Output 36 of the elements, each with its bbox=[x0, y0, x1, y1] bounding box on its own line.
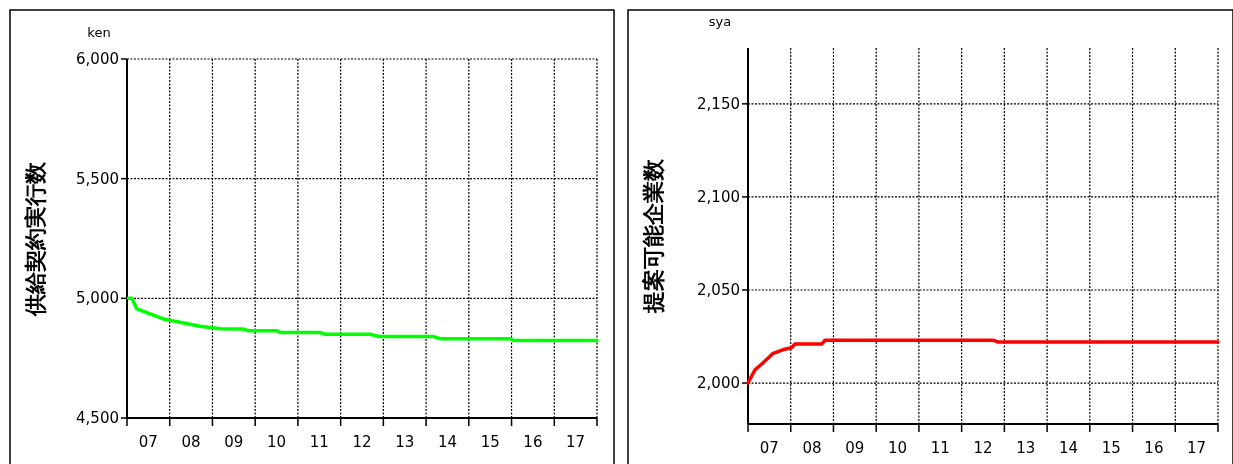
x-tick-label: 13 bbox=[395, 433, 415, 451]
x-tick-label: 08 bbox=[802, 439, 822, 457]
text: ken bbox=[87, 25, 111, 40]
text: sya bbox=[708, 14, 732, 29]
x-tick-label: 10 bbox=[888, 439, 908, 457]
x-tick-label: 11 bbox=[930, 439, 950, 457]
x-tick-label: 16 bbox=[1144, 439, 1164, 457]
x-tick-label: 15 bbox=[1101, 439, 1121, 457]
y-axis-title: 提案可能企業数 bbox=[641, 158, 666, 314]
x-tick-label: 16 bbox=[523, 433, 543, 451]
x-tick-label: 17 bbox=[566, 433, 586, 451]
x-tick-label: 14 bbox=[1058, 439, 1078, 457]
y-tick-label: 2,050 bbox=[697, 280, 740, 299]
line-series bbox=[746, 338, 1220, 385]
y-axis-title: 供給契約実行数 bbox=[23, 160, 48, 317]
x-tick-label: 07 bbox=[138, 433, 158, 451]
x-tick-label: 17 bbox=[1187, 439, 1207, 457]
line-series bbox=[126, 296, 599, 343]
x-tick-label: 13 bbox=[1016, 439, 1036, 457]
y-tick-label: 2,150 bbox=[697, 94, 740, 113]
y-tick-label: 2,100 bbox=[697, 187, 740, 206]
x-tick-label: 11 bbox=[309, 433, 329, 451]
x-tick-label: 12 bbox=[973, 439, 993, 457]
y-tick-label: 5,000 bbox=[76, 289, 119, 308]
x-tick-label: 14 bbox=[437, 433, 457, 451]
x-tick-label: 09 bbox=[845, 439, 865, 457]
y-tick-label: 4,500 bbox=[76, 409, 119, 427]
y-tick-label: 5,500 bbox=[76, 169, 119, 188]
y-tick-label: 6,000 bbox=[76, 50, 119, 68]
y-tick-label: 2,000 bbox=[697, 374, 740, 393]
x-tick-label: 12 bbox=[352, 433, 372, 451]
x-tick-label: 15 bbox=[480, 433, 500, 451]
x-tick-label: 10 bbox=[267, 433, 287, 451]
x-tick-label: 09 bbox=[224, 433, 244, 451]
x-tick-label: 08 bbox=[181, 433, 201, 451]
x-tick-label: 07 bbox=[759, 439, 779, 457]
